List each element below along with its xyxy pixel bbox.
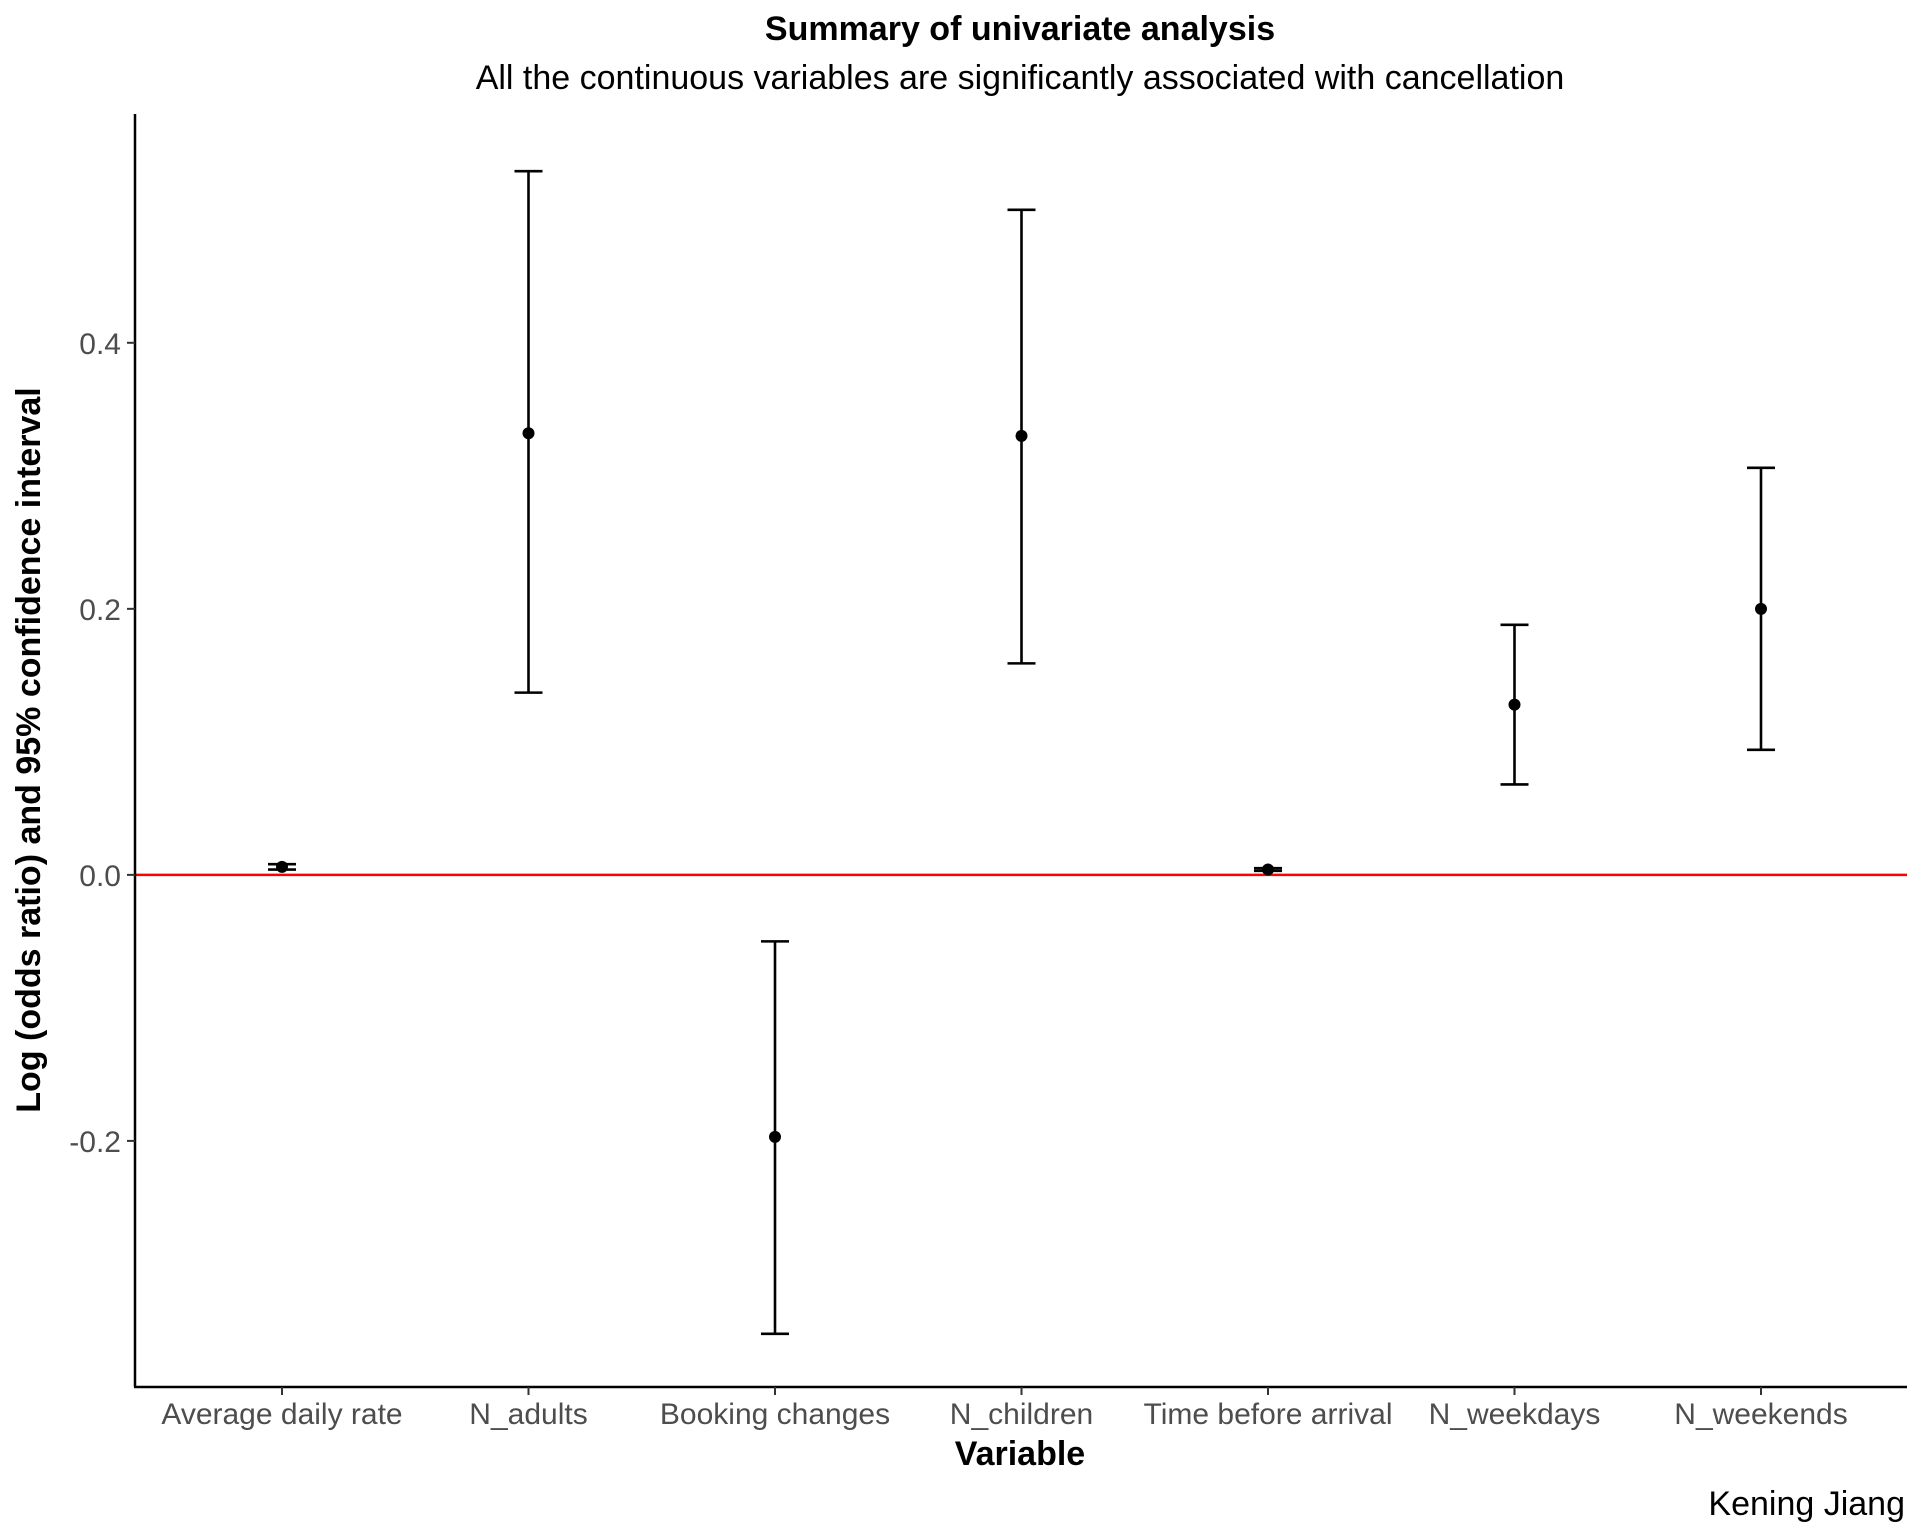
estimate-point: [1508, 698, 1521, 711]
estimate-point: [276, 860, 288, 873]
y-tick-label: 0.2: [79, 594, 121, 627]
chart-subtitle: All the continuous variables are signifi…: [476, 59, 1565, 97]
x-tick-label: Booking changes: [660, 1398, 890, 1431]
estimate-point: [1015, 429, 1028, 442]
estimate-point: [1262, 863, 1274, 876]
errorbar-group: [514, 169, 543, 694]
x-tick-label: N_children: [950, 1398, 1093, 1431]
estimate-point: [1755, 602, 1767, 615]
errorbar-group: [1254, 863, 1282, 876]
x-tick-label: N_weekdays: [1429, 1398, 1601, 1431]
chart-title: Summary of univariate analysis: [765, 10, 1275, 48]
x-tick-label: N_weekends: [1674, 1398, 1847, 1431]
y-axis-ticks: -0.2 0.0 0.2 0.4: [69, 328, 135, 1159]
estimate-point: [522, 427, 535, 440]
x-tick-label: Time before arrival: [1144, 1398, 1393, 1431]
estimate-point: [769, 1130, 781, 1143]
chart-caption: Kening Jiang: [1708, 1485, 1905, 1523]
plot-marks: [135, 169, 1907, 1336]
y-axis-title: Log (odds ratio) and 95% confidence inte…: [10, 387, 48, 1112]
errorbar-group: [1500, 623, 1529, 786]
y-tick-label: 0.4: [79, 328, 121, 361]
errorbar-group: [268, 860, 296, 873]
x-axis-ticks: Average daily rate N_adults Booking change…: [161, 1387, 1848, 1431]
y-tick-label: -0.2: [69, 1126, 121, 1159]
x-tick-label: Average daily rate: [161, 1398, 402, 1431]
errorbar-group: [1747, 466, 1775, 752]
x-axis-title: Variable: [955, 1435, 1085, 1473]
x-tick-label: N_adults: [469, 1398, 587, 1431]
errorbar-group: [761, 940, 789, 1336]
errorbar-group: [1007, 208, 1036, 665]
y-tick-label: 0.0: [79, 860, 121, 893]
